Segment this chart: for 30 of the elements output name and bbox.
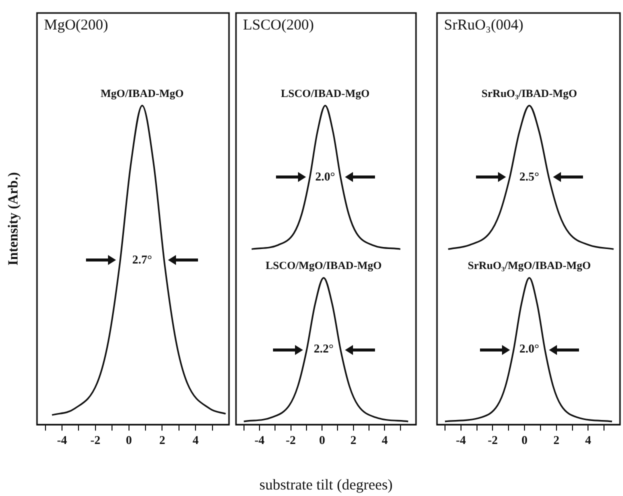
x-tick-label: -4 bbox=[254, 432, 264, 447]
annotation: 2.7° bbox=[132, 252, 152, 266]
series-label: LSCO/MgO/IBAD-MgO bbox=[266, 260, 382, 272]
x-tick-label: -4 bbox=[57, 432, 68, 447]
series-label: SrRuO₃/IBAD-MgO bbox=[482, 88, 578, 100]
annotation: 2.0° bbox=[519, 342, 540, 356]
series-label: MgO/IBAD-MgO bbox=[100, 88, 184, 100]
y-axis-title: Intensity (Arb.) bbox=[6, 172, 22, 266]
x-tick-label: 2 bbox=[553, 432, 560, 447]
x-tick-label: 4 bbox=[192, 432, 199, 447]
x-tick-label: 2 bbox=[159, 432, 166, 447]
annotation: 2.2° bbox=[314, 342, 334, 356]
chart-title: LSCO(200) bbox=[243, 17, 314, 34]
x-tick-label: 0 bbox=[126, 432, 132, 447]
x-tick-label: 2 bbox=[350, 432, 356, 447]
x-tick-label: 4 bbox=[585, 432, 592, 447]
x-tick-label: -2 bbox=[488, 432, 498, 447]
chart-title: MgO(200) bbox=[44, 17, 108, 34]
x-tick-label: 4 bbox=[382, 432, 388, 447]
x-tick-label: 0 bbox=[319, 432, 326, 447]
x-tick-label: -2 bbox=[286, 432, 296, 447]
x-tick-label: -4 bbox=[456, 432, 466, 447]
x-tick-label: -2 bbox=[90, 432, 100, 447]
series-label: SrRuO₃/MgO/IBAD-MgO bbox=[468, 260, 592, 272]
chart-title: SrRuO₃(004) bbox=[444, 17, 524, 34]
series-label: LSCO/IBAD-MgO bbox=[280, 88, 370, 100]
annotation: 2.5° bbox=[519, 169, 540, 184]
x-tick-label: 0 bbox=[522, 432, 528, 447]
annotation: 2.0° bbox=[315, 169, 336, 184]
x-axis-title: substrate tilt (degrees) bbox=[259, 477, 393, 494]
